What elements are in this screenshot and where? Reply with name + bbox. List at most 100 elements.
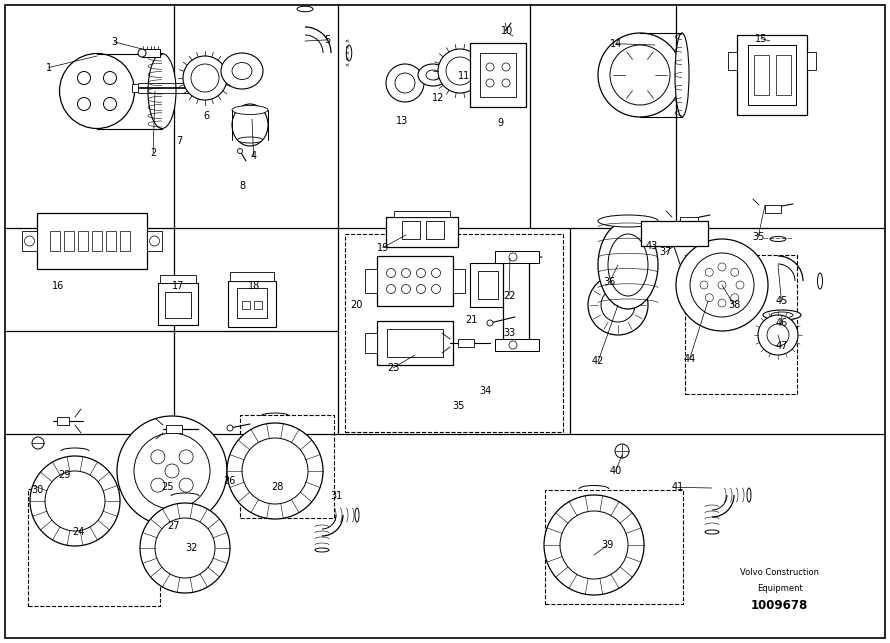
Text: 15: 15 [755, 33, 767, 44]
Bar [377, 321, 453, 365]
Bar [641, 221, 708, 246]
Bar [365, 269, 377, 293]
Circle shape [238, 149, 242, 154]
Bar [365, 333, 377, 353]
Text: 43: 43 [645, 240, 658, 251]
Circle shape [183, 56, 227, 100]
Text: 1: 1 [46, 62, 52, 73]
Circle shape [731, 294, 739, 302]
Circle shape [446, 57, 474, 85]
Bar [478, 271, 498, 299]
Bar [728, 52, 737, 70]
Text: 13: 13 [396, 116, 409, 126]
Circle shape [386, 284, 395, 293]
Circle shape [103, 98, 117, 111]
Bar [737, 35, 807, 115]
Bar [504, 258, 512, 264]
Ellipse shape [770, 237, 786, 242]
Text: 35: 35 [752, 231, 765, 242]
Circle shape [32, 437, 44, 449]
Circle shape [700, 281, 708, 289]
Circle shape [509, 341, 517, 349]
Bar [165, 292, 191, 318]
Bar [37, 213, 147, 269]
Text: 柴发动力
Engines: 柴发动力 Engines [461, 99, 500, 132]
Text: 12: 12 [432, 93, 444, 103]
Text: 27: 27 [167, 521, 180, 531]
Circle shape [705, 294, 713, 302]
Text: 柴发动力
Engines: 柴发动力 Engines [52, 511, 91, 544]
Circle shape [77, 98, 91, 111]
Text: 41: 41 [672, 482, 684, 493]
Circle shape [610, 45, 670, 105]
Circle shape [588, 275, 648, 335]
Bar [394, 211, 450, 217]
Circle shape [432, 269, 441, 278]
Ellipse shape [355, 508, 359, 522]
Circle shape [155, 518, 215, 578]
Text: 11: 11 [457, 71, 470, 81]
Bar [106, 231, 116, 251]
Circle shape [191, 64, 219, 92]
Text: 22: 22 [503, 291, 515, 301]
Bar [386, 217, 458, 247]
Bar [228, 281, 276, 327]
Circle shape [30, 456, 120, 546]
Circle shape [417, 284, 425, 293]
Circle shape [502, 63, 510, 71]
Text: 44: 44 [684, 354, 696, 364]
Ellipse shape [598, 215, 658, 227]
Bar [50, 231, 60, 251]
Text: 40: 40 [610, 466, 622, 476]
Circle shape [140, 503, 230, 593]
Circle shape [151, 478, 165, 492]
Bar [158, 283, 198, 325]
Text: 23: 23 [387, 363, 400, 373]
Circle shape [417, 269, 425, 278]
Circle shape [560, 511, 628, 579]
Circle shape [242, 438, 308, 504]
Circle shape [718, 263, 726, 271]
Bar [78, 231, 88, 251]
Ellipse shape [297, 6, 313, 12]
Bar [240, 415, 334, 518]
Ellipse shape [705, 530, 719, 534]
Ellipse shape [608, 234, 648, 296]
Ellipse shape [232, 62, 252, 80]
Circle shape [165, 464, 179, 478]
Circle shape [615, 444, 629, 458]
Text: 柴发动力
Engines: 柴发动力 Engines [461, 305, 500, 338]
Text: 1009678: 1009678 [751, 599, 808, 612]
Text: 2: 2 [150, 148, 157, 158]
Text: 47: 47 [775, 341, 788, 351]
Bar [754, 55, 769, 95]
Bar [22, 231, 37, 251]
Bar [495, 251, 539, 263]
Text: 6: 6 [204, 111, 209, 121]
Bar [237, 288, 267, 318]
Text: 21: 21 [465, 315, 478, 325]
Circle shape [438, 49, 482, 93]
Ellipse shape [232, 105, 268, 114]
Text: 4: 4 [251, 150, 256, 161]
Circle shape [697, 290, 719, 312]
Text: 17: 17 [172, 281, 184, 291]
Bar [242, 301, 250, 309]
Bar [458, 339, 474, 347]
Bar [120, 231, 130, 251]
Bar [480, 53, 516, 97]
Text: 18: 18 [247, 281, 260, 291]
Text: 16: 16 [52, 281, 64, 291]
Bar [748, 45, 796, 105]
Ellipse shape [232, 104, 268, 146]
Text: 7: 7 [176, 136, 183, 147]
Circle shape [179, 450, 193, 464]
Bar [426, 221, 444, 239]
Bar [387, 329, 443, 357]
Bar [377, 256, 453, 306]
Bar [92, 231, 102, 251]
Bar [147, 231, 162, 251]
Ellipse shape [238, 137, 263, 143]
Text: 柴发动力
Engines: 柴发动力 Engines [666, 511, 705, 544]
Circle shape [705, 268, 713, 276]
